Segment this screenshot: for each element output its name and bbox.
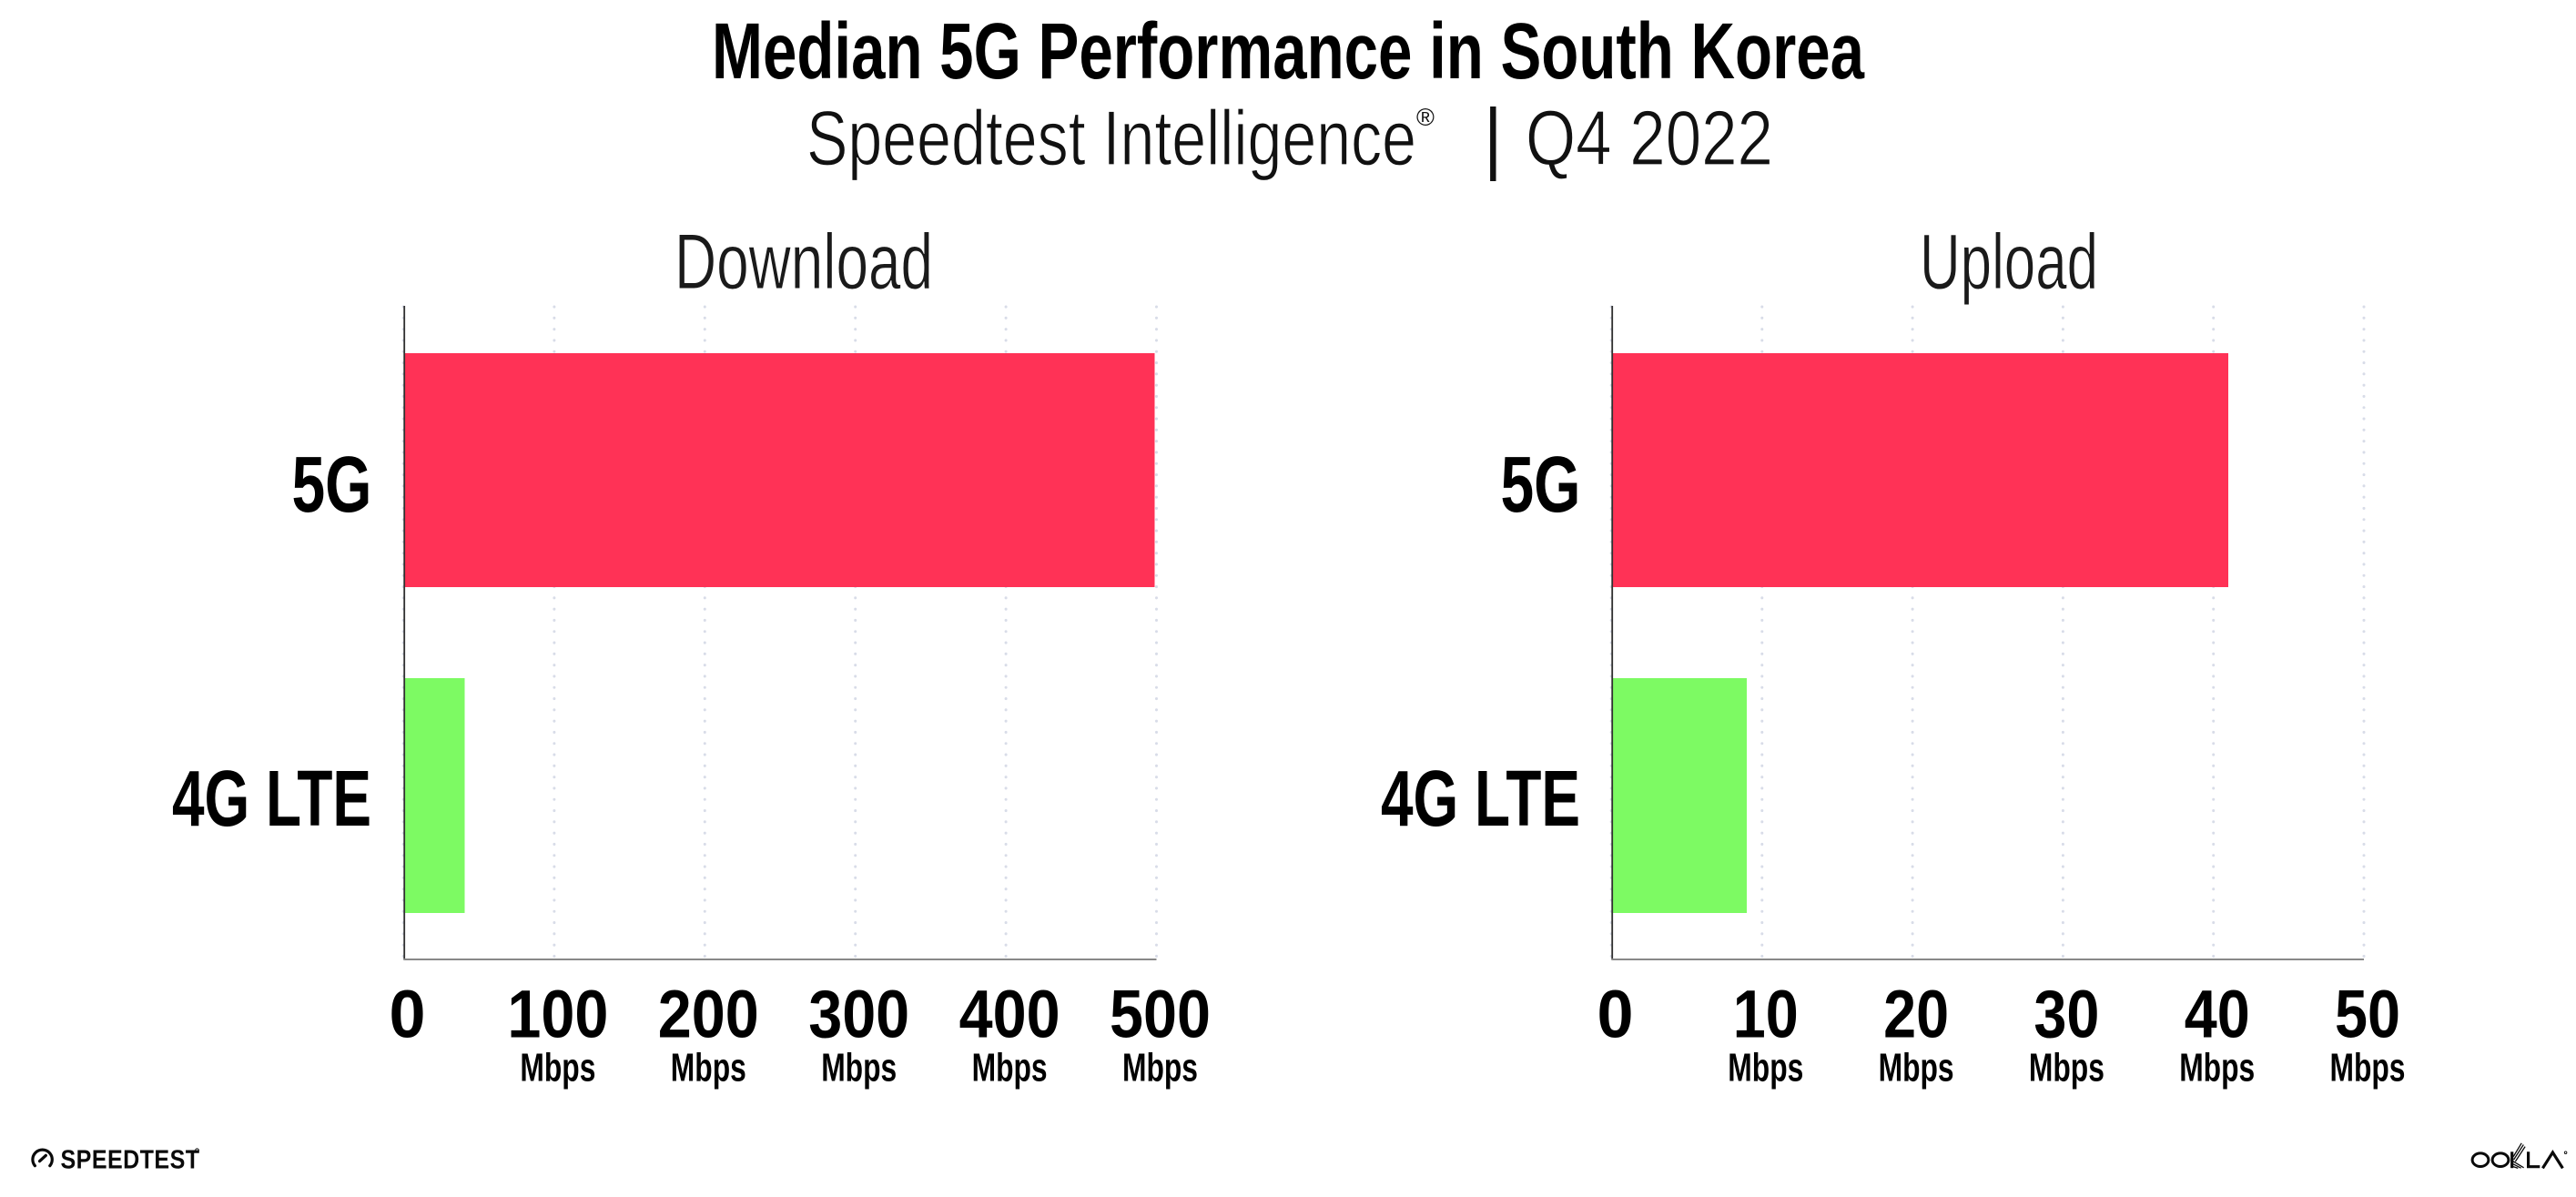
svg-text:Download: Download: [674, 218, 933, 306]
svg-text:300: 300: [808, 977, 909, 1052]
svg-text:Mbps: Mbps: [1122, 1046, 1198, 1090]
svg-text:Speedtest Intelligence: Speedtest Intelligence: [806, 96, 1416, 182]
svg-text:50: 50: [2335, 977, 2400, 1052]
svg-text:5G: 5G: [292, 441, 372, 529]
svg-text:30: 30: [2033, 977, 2099, 1052]
svg-text:Mbps: Mbps: [2179, 1046, 2255, 1090]
svg-text:Median 5G Performance in South: Median 5G Performance in South Korea: [712, 7, 1864, 96]
svg-text:10: 10: [1733, 977, 1799, 1052]
svg-text:20: 20: [1883, 977, 1949, 1052]
svg-text:SPEEDTEST: SPEEDTEST: [61, 1145, 200, 1174]
svg-text:0: 0: [390, 977, 426, 1052]
svg-text:5G: 5G: [1501, 441, 1581, 529]
svg-text:40: 40: [2185, 977, 2250, 1052]
svg-text:Mbps: Mbps: [2330, 1046, 2406, 1090]
svg-text:0: 0: [1597, 977, 1634, 1052]
svg-text:Mbps: Mbps: [2029, 1046, 2104, 1090]
svg-text:400: 400: [959, 977, 1060, 1052]
svg-text:500: 500: [1110, 977, 1211, 1052]
svg-text:Mbps: Mbps: [1728, 1046, 1803, 1090]
svg-text:®: ®: [1416, 104, 1435, 131]
svg-text:Upload: Upload: [1920, 218, 2098, 306]
svg-text:Mbps: Mbps: [671, 1046, 746, 1090]
svg-text:Mbps: Mbps: [972, 1046, 1048, 1090]
svg-text:4G LTE: 4G LTE: [1381, 755, 1580, 843]
svg-text:Mbps: Mbps: [1879, 1046, 1954, 1090]
svg-text:4G LTE: 4G LTE: [172, 755, 371, 843]
svg-text:Mbps: Mbps: [520, 1046, 595, 1090]
svg-text:100: 100: [507, 977, 608, 1052]
svg-text:Mbps: Mbps: [821, 1046, 897, 1090]
svg-text:200: 200: [658, 977, 759, 1052]
svg-text:Q4 2022: Q4 2022: [1526, 96, 1773, 182]
